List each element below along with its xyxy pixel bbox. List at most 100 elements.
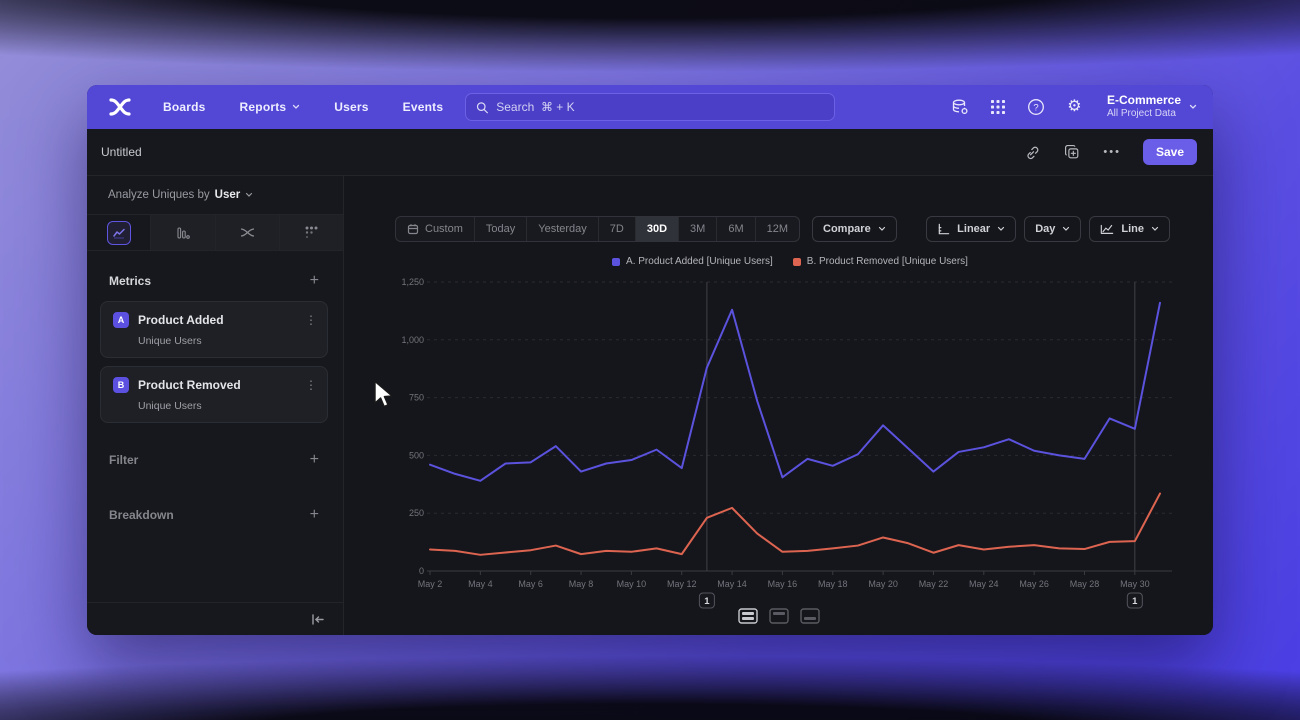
range-custom-button[interactable]: Custom xyxy=(396,217,475,241)
legend-label: A. Product Added [Unique Users] xyxy=(626,256,773,267)
sidebar-footer xyxy=(87,602,343,635)
metric-card-a[interactable]: A Product Added ⋮ Unique Users xyxy=(100,301,328,358)
analyze-row: Analyze Uniques by User xyxy=(87,176,343,215)
report-title[interactable]: Untitled xyxy=(101,145,142,159)
project-selector[interactable]: E-Commerce All Project Data xyxy=(1107,93,1197,121)
svg-text:500: 500 xyxy=(409,450,424,460)
nav-item-label: Boards xyxy=(163,100,206,114)
tab-bar-chart[interactable] xyxy=(151,215,216,250)
nav-item-reports[interactable]: Reports xyxy=(240,100,301,114)
metric-options-kebab[interactable]: ⋮ xyxy=(305,378,317,392)
range-yesterday-button[interactable]: Yesterday xyxy=(527,217,599,241)
chart-panel: Custom Today Yesterday 7D 30D 3M 6M 12M … xyxy=(344,176,1213,635)
duplicate-icon[interactable] xyxy=(1063,143,1081,161)
project-text: E-Commerce All Project Data xyxy=(1107,93,1181,121)
retention-tab-icon xyxy=(305,226,318,238)
legend-label: B. Product Removed [Unique Users] xyxy=(806,256,968,267)
chart-type-dropdown[interactable]: Line xyxy=(1089,216,1170,242)
display-controls: Linear Day Line xyxy=(926,216,1170,242)
metric-badge-b: B xyxy=(113,377,129,393)
tab-flows[interactable] xyxy=(215,215,280,250)
range-12m-button[interactable]: 12M xyxy=(756,217,799,241)
chevron-down-icon xyxy=(246,192,253,197)
analyze-entity-dropdown[interactable]: User xyxy=(215,189,254,201)
add-metric-button[interactable]: + xyxy=(309,272,319,289)
legend-item-a[interactable]: A. Product Added [Unique Users] xyxy=(612,256,773,267)
search-input[interactable] xyxy=(496,100,824,114)
settings-gear-icon[interactable]: ⚙ xyxy=(1067,98,1082,115)
metric-aggregation[interactable]: Unique Users xyxy=(138,400,202,412)
breakdown-header: Breakdown xyxy=(109,508,174,522)
svg-text:750: 750 xyxy=(409,393,424,403)
granularity-dropdown[interactable]: Day xyxy=(1024,216,1082,242)
line-chart[interactable]: 0 250 500 750 1,000 1,250 1 1 May 2 May 4 May 6 May… xyxy=(395,272,1185,617)
svg-text:1,250: 1,250 xyxy=(401,277,424,287)
nav-item-events[interactable]: Events xyxy=(403,100,444,114)
metric-name: Product Removed xyxy=(138,378,241,392)
copy-link-icon[interactable] xyxy=(1023,143,1041,161)
chevron-down-icon xyxy=(1063,226,1070,231)
metric-card-header: B Product Removed ⋮ xyxy=(113,377,317,393)
chart-size-small-button[interactable] xyxy=(799,607,821,625)
metric-name: Product Added xyxy=(138,313,224,327)
data-management-icon[interactable] xyxy=(951,98,970,117)
nav-item-users[interactable]: Users xyxy=(334,100,368,114)
collapse-sidebar-icon[interactable] xyxy=(310,613,325,626)
range-3m-button[interactable]: 3M xyxy=(679,217,718,241)
chart-size-large-button[interactable] xyxy=(737,607,759,625)
tab-retention[interactable] xyxy=(279,215,343,250)
nav-right-icons: ? ⚙ E-Commerce All Project Data xyxy=(951,93,1197,121)
chart-type-label: Line xyxy=(1121,223,1144,235)
breakdown-row: Breakdown + xyxy=(87,507,343,523)
svg-text:1: 1 xyxy=(704,596,710,607)
mixpanel-logo[interactable] xyxy=(107,94,133,120)
svg-text:May 22: May 22 xyxy=(919,579,949,589)
svg-text:1: 1 xyxy=(1132,596,1138,607)
help-icon[interactable]: ? xyxy=(1027,98,1046,117)
nav-item-boards[interactable]: Boards xyxy=(163,100,206,114)
linear-axis-icon xyxy=(938,223,950,234)
report-body: Analyze Uniques by User xyxy=(87,176,1213,635)
filter-row: Filter + xyxy=(87,452,343,468)
metric-aggregation[interactable]: Unique Users xyxy=(138,335,202,347)
line-chart-icon xyxy=(1101,224,1114,234)
metric-card-b[interactable]: B Product Removed ⋮ Unique Users xyxy=(100,366,328,423)
range-label: 12M xyxy=(766,223,789,235)
chevron-down-icon xyxy=(998,226,1005,231)
search-icon xyxy=(476,101,488,113)
range-30d-button[interactable]: 30D xyxy=(635,217,680,241)
svg-text:May 6: May 6 xyxy=(518,579,543,589)
toolbar-actions: ••• Save xyxy=(1023,139,1197,165)
compare-dropdown[interactable]: Compare xyxy=(812,216,897,242)
add-filter-button[interactable]: + xyxy=(309,451,319,468)
top-nav: Boards Reports Users Events xyxy=(87,85,1213,129)
legend-item-b[interactable]: B. Product Removed [Unique Users] xyxy=(792,256,968,267)
more-options-button[interactable]: ••• xyxy=(1103,146,1121,158)
metric-options-kebab[interactable]: ⋮ xyxy=(305,313,317,327)
save-button[interactable]: Save xyxy=(1142,139,1197,165)
search-bar[interactable] xyxy=(465,93,835,121)
bar-chart-tab-icon xyxy=(177,226,190,239)
chevron-down-icon xyxy=(293,104,300,109)
svg-text:May 26: May 26 xyxy=(1019,579,1049,589)
calendar-icon xyxy=(407,224,419,235)
svg-text:May 30: May 30 xyxy=(1120,579,1150,589)
legend-swatch-b xyxy=(792,257,801,266)
add-breakdown-button[interactable]: + xyxy=(309,506,319,523)
line-chart-tab-icon xyxy=(106,220,131,245)
range-7d-button[interactable]: 7D xyxy=(599,217,636,241)
chart-legend: A. Product Added [Unique Users] B. Produ… xyxy=(395,256,1185,267)
tab-insights-line[interactable] xyxy=(87,215,152,250)
svg-text:May 14: May 14 xyxy=(717,579,747,589)
range-today-button[interactable]: Today xyxy=(475,217,528,241)
analyze-entity-value: User xyxy=(214,189,241,201)
nav-item-label: Events xyxy=(402,100,444,114)
apps-grid-icon[interactable] xyxy=(989,98,1008,117)
range-label: Today xyxy=(485,223,516,235)
chart-size-medium-button[interactable] xyxy=(768,607,790,625)
range-6m-button[interactable]: 6M xyxy=(717,217,756,241)
compare-label: Compare xyxy=(823,223,871,235)
scale-dropdown[interactable]: Linear xyxy=(926,216,1017,242)
date-range-segmented-control: Custom Today Yesterday 7D 30D 3M 6M 12M xyxy=(395,216,801,242)
svg-text:May 16: May 16 xyxy=(768,579,798,589)
